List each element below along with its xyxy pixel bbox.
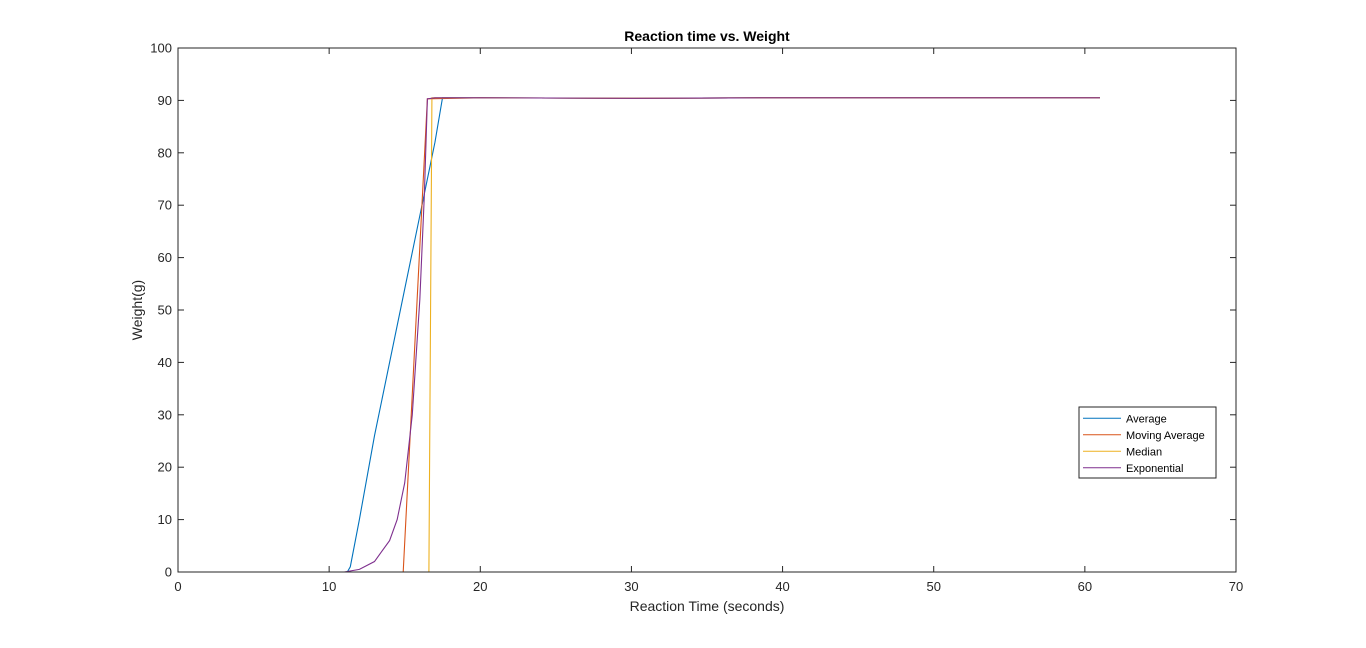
ticks-layer: 0 10 20 30 40 50 60 70 0 10 20 30 40 50 60 70 80 90 100	[150, 41, 1243, 595]
legend[interactable]: Average Moving Average Median Exponential	[1078, 406, 1217, 479]
legend-label-1: Moving Average	[1126, 430, 1205, 442]
y-tick-label: 40	[158, 355, 172, 370]
x-tick-label: 20	[473, 579, 487, 594]
y-tick-label: 60	[158, 250, 172, 265]
y-tick-label: 50	[158, 303, 172, 318]
legend-box	[1078, 406, 1217, 479]
y-tick-label: 70	[158, 198, 172, 213]
x-tick-label: 10	[322, 579, 336, 594]
y-axis-label: Weight(g)	[129, 280, 145, 340]
legend-label-3: Exponential	[1126, 463, 1184, 475]
y-tick-label: 20	[158, 460, 172, 475]
y-tick-label: 10	[158, 512, 172, 527]
plot-area	[178, 48, 1236, 572]
x-tick-label: 60	[1078, 579, 1092, 594]
series-layer	[178, 97, 1100, 573]
y-tick-label: 80	[158, 145, 172, 160]
x-tick-label: 50	[926, 579, 940, 594]
x-tick-label: 30	[624, 579, 638, 594]
legend-label-0: Average	[1126, 413, 1167, 425]
x-tick-label: 0	[174, 579, 181, 594]
y-tick-label: 30	[158, 407, 172, 422]
y-tick-label: 0	[165, 565, 172, 580]
y-tick-label: 100	[150, 41, 172, 56]
y-tick-label: 90	[158, 93, 172, 108]
x-tick-label: 40	[775, 579, 789, 594]
series-line-3	[178, 97, 1100, 573]
chart-title: Reaction time vs. Weight	[624, 28, 790, 44]
x-axis-label: Reaction Time (seconds)	[630, 598, 785, 614]
legend-label-2: Median	[1126, 446, 1162, 458]
x-tick-label: 70	[1229, 579, 1243, 594]
